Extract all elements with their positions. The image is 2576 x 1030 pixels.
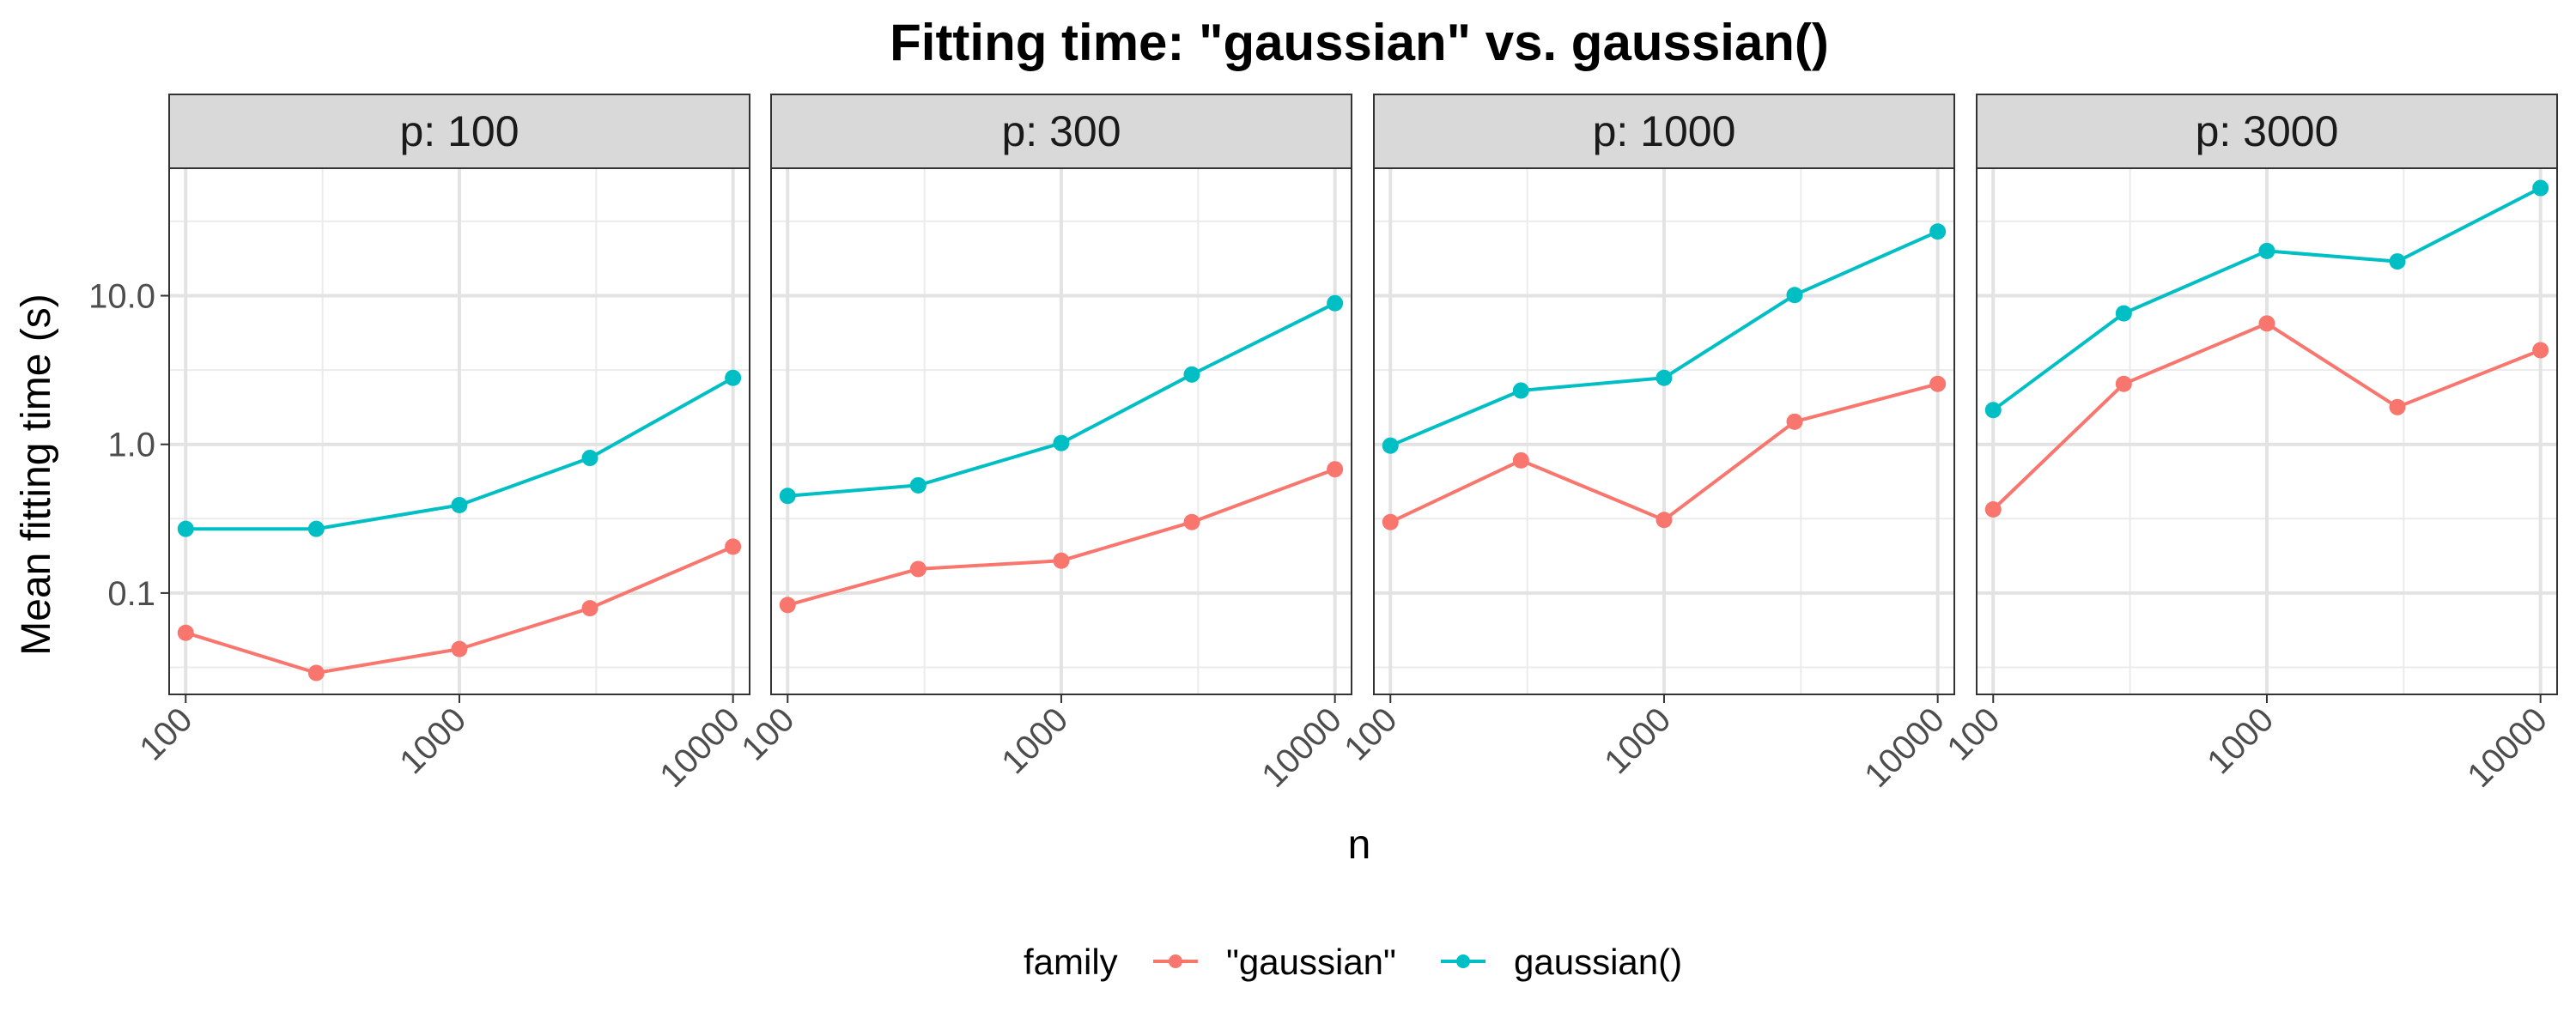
data-point-gaussian-function bbox=[1656, 369, 1673, 386]
data-point-gaussian-function bbox=[2532, 179, 2549, 197]
data-point-gaussian-function bbox=[2258, 242, 2275, 259]
y-tick-label: 0.1 bbox=[107, 575, 155, 613]
data-point-gaussian-string bbox=[1984, 500, 2002, 518]
data-point-gaussian-string bbox=[1183, 513, 1200, 530]
data-point-gaussian-string bbox=[2115, 375, 2132, 392]
data-point-gaussian-string bbox=[1786, 413, 1803, 430]
data-point-gaussian-function bbox=[177, 520, 194, 537]
data-point-gaussian-function bbox=[2115, 305, 2132, 322]
data-point-gaussian-function bbox=[1786, 287, 1803, 304]
data-point-gaussian-string bbox=[779, 597, 796, 614]
y-tick-label: 10.0 bbox=[88, 277, 155, 315]
legend-title: family bbox=[1024, 942, 1118, 982]
data-point-gaussian-string bbox=[2532, 342, 2549, 359]
data-point-gaussian-function bbox=[1327, 294, 1344, 312]
data-point-gaussian-function bbox=[451, 497, 468, 514]
facet-strip bbox=[770, 94, 1352, 169]
y-tick-label: 1.0 bbox=[107, 427, 155, 464]
data-point-gaussian-function bbox=[1183, 366, 1200, 383]
legend-key-point-gaussian-function bbox=[1456, 954, 1470, 968]
data-point-gaussian-string bbox=[307, 664, 325, 682]
facet-strip-label: p: 100 bbox=[399, 107, 519, 155]
data-point-gaussian-string bbox=[177, 624, 194, 641]
data-point-gaussian-function bbox=[1053, 434, 1070, 451]
data-point-gaussian-string bbox=[1512, 451, 1529, 469]
data-point-gaussian-string bbox=[1929, 375, 1947, 392]
x-axis-title: n bbox=[1348, 822, 1371, 868]
data-point-gaussian-function bbox=[2389, 253, 2406, 270]
data-point-gaussian-string bbox=[1656, 512, 1673, 529]
data-point-gaussian-string bbox=[2258, 315, 2275, 332]
chart-title: Fitting time: "gaussian" vs. gaussian() bbox=[890, 14, 1829, 71]
data-point-gaussian-function bbox=[725, 369, 742, 386]
data-point-gaussian-string bbox=[1327, 461, 1344, 478]
legend: family "gaussian" gaussian() bbox=[1024, 942, 1682, 982]
data-point-gaussian-string bbox=[451, 640, 468, 657]
data-point-gaussian-function bbox=[307, 520, 325, 537]
data-point-gaussian-function bbox=[1382, 437, 1399, 454]
data-point-gaussian-function bbox=[779, 488, 796, 505]
data-point-gaussian-string bbox=[2389, 398, 2406, 415]
data-point-gaussian-function bbox=[1929, 223, 1947, 240]
facet-strip bbox=[168, 94, 750, 169]
data-point-gaussian-string bbox=[1053, 552, 1070, 569]
data-point-gaussian-string bbox=[725, 538, 742, 555]
data-point-gaussian-function bbox=[1512, 382, 1529, 399]
data-point-gaussian-function bbox=[909, 476, 927, 494]
data-point-gaussian-string bbox=[909, 560, 927, 578]
y-axis-title: Mean fitting time (s) bbox=[14, 294, 59, 655]
data-point-gaussian-function bbox=[581, 450, 598, 467]
legend-label-gaussian-function: gaussian() bbox=[1514, 942, 1682, 982]
data-point-gaussian-function bbox=[1984, 402, 2002, 419]
data-point-gaussian-string bbox=[581, 600, 598, 617]
facet-strip bbox=[1373, 94, 1955, 169]
legend-key-point-gaussian-string bbox=[1169, 954, 1182, 968]
facet-strip-label: p: 3000 bbox=[2196, 107, 2339, 155]
data-point-gaussian-string bbox=[1382, 513, 1399, 530]
facet-strip-label: p: 300 bbox=[1001, 107, 1121, 155]
facet-strip-label: p: 1000 bbox=[1593, 107, 1736, 155]
legend-label-gaussian-string: "gaussian" bbox=[1226, 942, 1396, 982]
